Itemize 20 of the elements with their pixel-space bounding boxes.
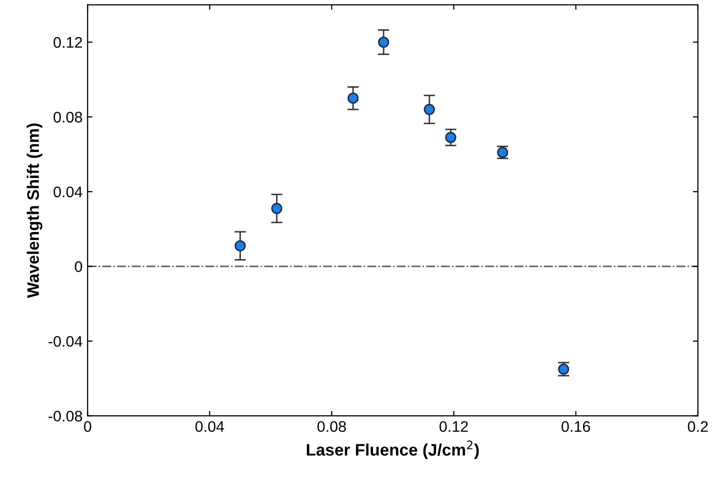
x-tick-label: 0.16 bbox=[562, 421, 590, 432]
x-axis-title: Laser Fluence (J/cm$^{2}$) bbox=[306, 440, 479, 460]
x-tick-label: 0.12 bbox=[440, 421, 468, 432]
x-tick-label: 0.2 bbox=[688, 421, 708, 432]
y-axis-title: Wavelength Shift (nm) bbox=[26, 123, 42, 298]
y-tick-label: 0 bbox=[74, 261, 82, 272]
point bbox=[424, 104, 435, 115]
y-tick-label: -0.04 bbox=[48, 336, 82, 347]
x-tick-label: 0.08 bbox=[317, 421, 346, 432]
x-tick-label: 0.04 bbox=[195, 421, 224, 432]
point bbox=[445, 132, 456, 144]
y-tick-label: 0.08 bbox=[54, 112, 82, 123]
point bbox=[348, 92, 359, 104]
x-tick-label: 0 bbox=[84, 421, 92, 432]
y-tick-label: 0.04 bbox=[54, 186, 82, 198]
point bbox=[234, 240, 246, 252]
y-tick-label: 0.12 bbox=[54, 37, 82, 48]
y-tick-label: -0.08 bbox=[48, 410, 82, 422]
point bbox=[378, 36, 390, 48]
point bbox=[271, 202, 282, 214]
